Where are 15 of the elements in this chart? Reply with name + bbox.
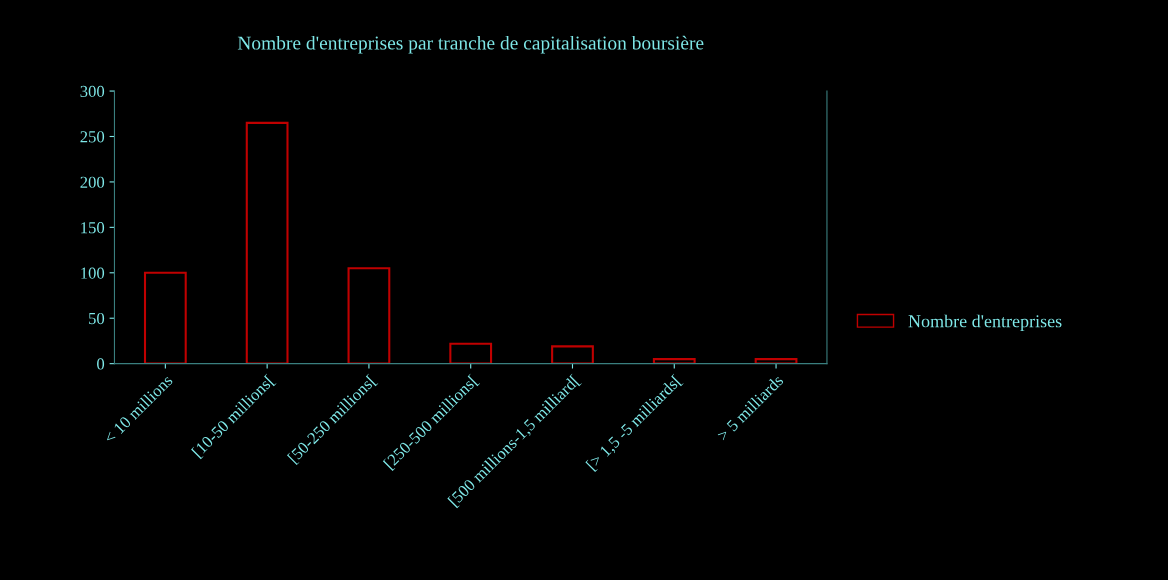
y-tick-label: 100 (81, 267, 105, 279)
y-tick-label: 250 (80, 131, 105, 143)
chart-title: Nombre d'entreprises par tranche de capitalisation boursière (237, 35, 704, 54)
legend-label: Nombre d'entreprises (908, 314, 1062, 332)
bar (347, 267, 391, 364)
y-tick-label: 150 (81, 222, 105, 234)
y-tick-label: 50 (89, 312, 105, 325)
y-tick-label: 200 (80, 176, 105, 188)
y-tick-label: 300 (80, 85, 105, 98)
y-tick-label: 0 (97, 358, 105, 370)
bar (551, 345, 594, 364)
bar (245, 121, 289, 364)
bar (143, 271, 187, 364)
bar (449, 342, 493, 364)
bar (652, 358, 696, 364)
